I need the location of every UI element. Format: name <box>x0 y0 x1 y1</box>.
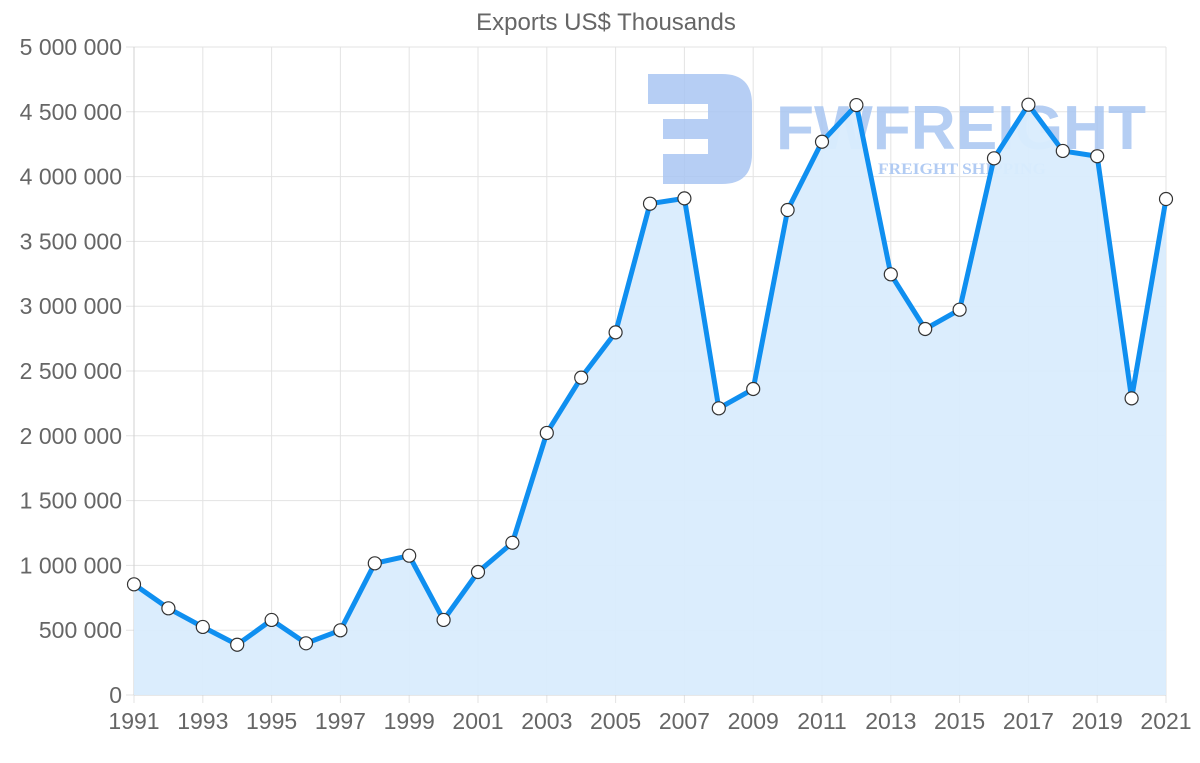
area-fill <box>134 104 1166 695</box>
data-point <box>436 612 451 628</box>
x-tick-label: 1997 <box>315 708 366 734</box>
fwfreight-logo-icon <box>648 74 752 184</box>
x-tick-label: 2003 <box>521 708 572 734</box>
x-tick-label: 2013 <box>865 708 916 734</box>
x-tick-label: 2007 <box>659 708 710 734</box>
data-point <box>952 302 967 317</box>
data-point <box>1021 97 1036 112</box>
y-tick-label: 1 500 000 <box>20 488 122 514</box>
data-point <box>574 370 589 385</box>
data-point <box>883 267 898 282</box>
data-points <box>126 97 1174 652</box>
data-point <box>711 401 726 416</box>
data-point <box>470 564 486 580</box>
data-point <box>918 321 933 337</box>
data-point <box>1090 149 1105 164</box>
data-point <box>230 637 245 652</box>
data-point <box>126 577 142 592</box>
x-tick-label: 1999 <box>384 708 435 734</box>
x-tick-label: 2017 <box>1003 708 1054 734</box>
x-tick-label: 1991 <box>108 708 159 734</box>
x-tick-label: 2005 <box>590 708 641 734</box>
data-point <box>642 196 658 211</box>
data-point <box>298 636 314 651</box>
data-point <box>780 202 795 218</box>
data-point <box>746 381 761 397</box>
x-tick-label: 2011 <box>797 708 846 734</box>
chart-title: Exports US$ Thousands <box>476 9 736 36</box>
x-tick-label: 1993 <box>177 708 228 734</box>
data-point <box>161 601 176 616</box>
y-tick-label: 2 500 000 <box>20 358 122 384</box>
data-point <box>505 535 520 550</box>
y-tick-label: 1 000 000 <box>20 552 122 578</box>
y-tick-label: 4 500 000 <box>20 99 122 125</box>
x-tick-label: 2015 <box>934 708 985 734</box>
data-point <box>677 191 692 206</box>
data-point <box>333 623 348 638</box>
y-tick-label: 3 000 000 <box>20 293 122 319</box>
data-point <box>608 325 623 340</box>
y-tick-label: 0 <box>109 682 122 708</box>
x-tick-label: 2009 <box>728 708 779 734</box>
y-axis: 0 500 000 1 000 000 1 500 000 2 000 000 2 500… <box>20 34 122 708</box>
x-tick-label: 2021 <box>1140 708 1191 734</box>
y-tick-label: 500 000 <box>39 617 122 643</box>
area-path <box>134 104 1166 695</box>
data-point <box>264 612 279 628</box>
y-tick-label: 3 500 000 <box>20 228 122 254</box>
x-tick-label: 1995 <box>246 708 297 734</box>
data-point <box>986 151 1002 166</box>
data-point <box>849 97 864 113</box>
y-tick-label: 5 000 000 <box>20 34 122 60</box>
x-tick-label: 2001 <box>452 708 503 734</box>
y-tick-label: 2 000 000 <box>20 423 122 449</box>
x-axis: 1991 1993 1995 1997 1999 2001 2003 2005 2007 2009… <box>108 708 1191 734</box>
data-point <box>1158 191 1174 207</box>
data-point <box>402 548 417 563</box>
y-tick-label: 4 000 000 <box>20 164 122 190</box>
x-tick-label: 2019 <box>1072 708 1123 734</box>
data-point <box>1055 143 1070 159</box>
data-point <box>195 619 210 635</box>
data-point <box>814 134 830 149</box>
data-point <box>367 556 382 571</box>
data-point <box>539 425 554 441</box>
data-point <box>1124 391 1139 406</box>
